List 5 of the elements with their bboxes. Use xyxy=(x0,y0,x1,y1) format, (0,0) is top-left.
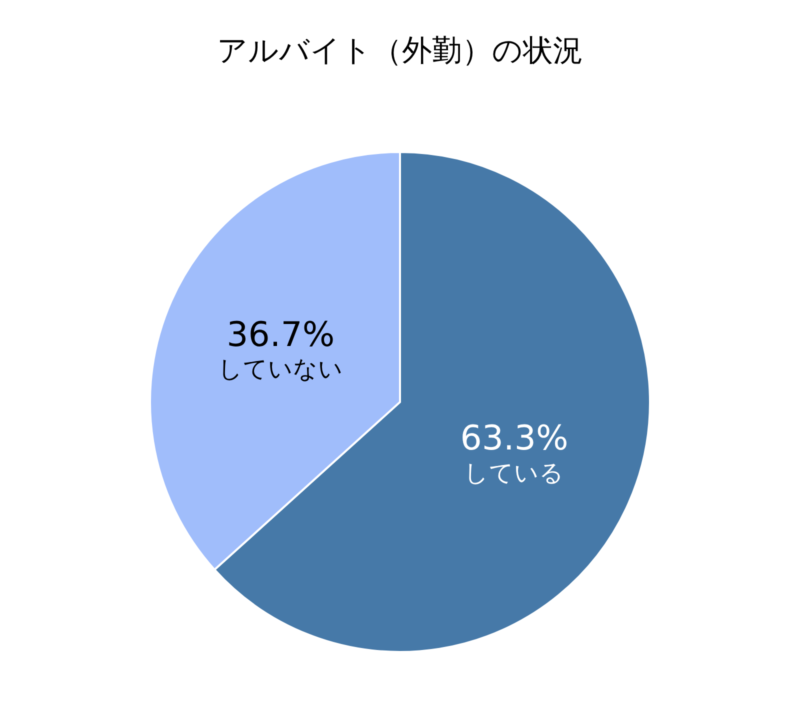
slice-label: している xyxy=(464,458,564,487)
data-label: 36.7% xyxy=(226,314,335,355)
chart-title: アルバイト（外勤）の状況 xyxy=(217,33,583,68)
slice-label: していない xyxy=(218,355,344,384)
data-label: 63.3% xyxy=(460,418,568,459)
